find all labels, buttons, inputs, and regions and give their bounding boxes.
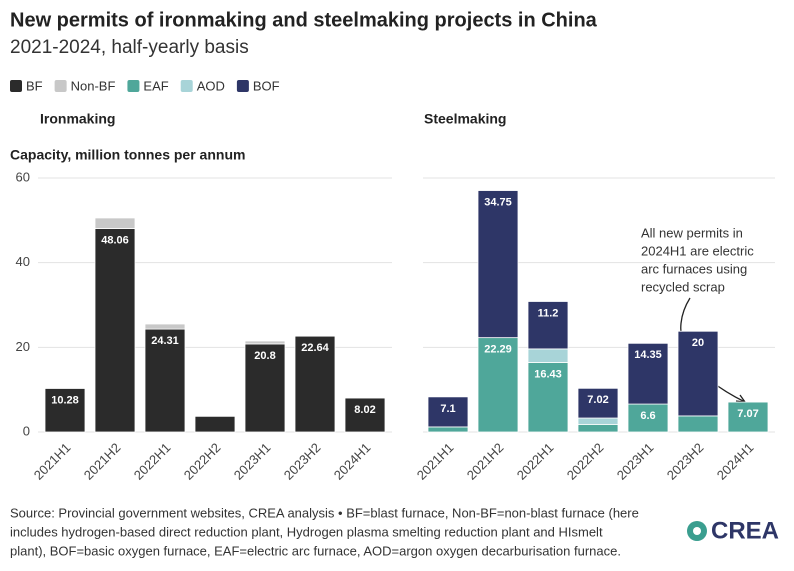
value-label: 8.02 — [354, 404, 375, 416]
source-note: includes hydrogen-based direct reduction… — [10, 524, 603, 539]
bar-segment — [527, 301, 569, 350]
value-label: 22.29 — [484, 344, 512, 356]
annotation: All new permits in — [641, 225, 743, 240]
x-tick-label: 2023H2 — [664, 440, 707, 483]
chart-title: New permits of ironmaking and steelmakin… — [10, 9, 598, 31]
annotation: arc furnaces using — [641, 261, 747, 276]
bar-segment — [577, 387, 619, 419]
bar-segment — [427, 396, 469, 428]
bar-segment — [94, 217, 136, 229]
logo: CREA — [687, 517, 779, 544]
bar-segment — [577, 417, 619, 425]
value-label: 48.06 — [101, 234, 129, 246]
y-tick-label: 40 — [16, 254, 30, 269]
x-tick-label: 2022H1 — [131, 440, 174, 483]
legend-swatch — [54, 80, 67, 92]
legend-label: EAF — [143, 78, 168, 93]
source-note: Source: Provincial government websites, … — [10, 505, 639, 520]
legend-swatch — [10, 80, 22, 92]
source-note: plant), BOF=basic oxygen furnace, EAF=el… — [10, 543, 621, 558]
x-tick-label: 2022H2 — [564, 440, 607, 483]
legend-label: BF — [26, 78, 43, 93]
bar-segment — [577, 423, 619, 433]
bar-segment — [144, 328, 186, 433]
panel-title: Ironmaking — [40, 111, 115, 127]
value-label: 16.43 — [534, 368, 562, 380]
value-label: 20.8 — [254, 350, 275, 362]
bar-segment — [527, 348, 569, 363]
logo-icon — [693, 527, 701, 535]
value-label: 34.75 — [484, 196, 512, 208]
bar-segment — [44, 388, 86, 433]
bar-segment — [427, 426, 469, 433]
bar-segment — [627, 342, 669, 405]
x-tick-label: 2023H2 — [281, 440, 324, 483]
bar-segment — [477, 337, 519, 433]
chart-subtitle: 2021-2024, half-yearly basis — [10, 37, 249, 58]
x-tick-label: 2021H1 — [414, 440, 457, 483]
value-label: 22.64 — [301, 342, 329, 354]
x-tick-label: 2021H1 — [31, 440, 74, 483]
legend-label: BOF — [253, 78, 280, 93]
y-tick-label: 20 — [16, 339, 30, 354]
logo-text: CREA — [711, 517, 779, 544]
y-tick-label: 60 — [16, 169, 30, 184]
x-tick-label: 2021H2 — [464, 440, 507, 483]
bar-segment — [477, 190, 519, 339]
y-axis-label: Capacity, million tonnes per annum — [10, 147, 245, 163]
bar-segment — [244, 340, 286, 345]
annotation: 2024H1 are electric — [641, 243, 754, 258]
bar-segment — [677, 330, 719, 417]
x-tick-label: 2021H2 — [81, 440, 124, 483]
legend-label: AOD — [197, 78, 225, 93]
value-label: 10.28 — [51, 394, 79, 406]
x-tick-label: 2024H1 — [331, 440, 374, 483]
bar-segment — [727, 401, 769, 433]
x-tick-label: 2023H1 — [614, 440, 657, 483]
value-label: 6.6 — [640, 410, 655, 422]
legend-label: Non-BF — [71, 78, 116, 93]
value-label: 24.31 — [151, 335, 179, 347]
x-tick-label: 2022H1 — [514, 440, 557, 483]
legend-swatch — [180, 80, 193, 92]
panel-title: Steelmaking — [424, 111, 506, 127]
bar-segment — [144, 323, 186, 330]
bar-segment — [627, 403, 669, 433]
annotation: recycled scrap — [641, 279, 725, 294]
y-tick-label: 0 — [23, 423, 30, 438]
bar-segment — [94, 228, 136, 433]
bar-segment — [244, 343, 286, 433]
bar-segment — [344, 397, 386, 433]
bar-segment — [294, 335, 336, 433]
x-tick-label: 2024H1 — [714, 440, 757, 483]
bar-segment — [194, 415, 236, 433]
value-label: 7.1 — [440, 403, 455, 415]
value-label: 11.2 — [538, 307, 559, 319]
x-tick-label: 2023H1 — [231, 440, 274, 483]
value-label: 14.35 — [634, 349, 662, 361]
x-tick-label: 2022H2 — [181, 440, 224, 483]
value-label: 20 — [692, 337, 704, 349]
bar-segment — [677, 415, 719, 433]
value-label: 7.02 — [587, 394, 608, 406]
legend-swatch — [127, 80, 140, 92]
value-label: 7.07 — [737, 408, 758, 420]
legend-swatch — [236, 80, 249, 92]
